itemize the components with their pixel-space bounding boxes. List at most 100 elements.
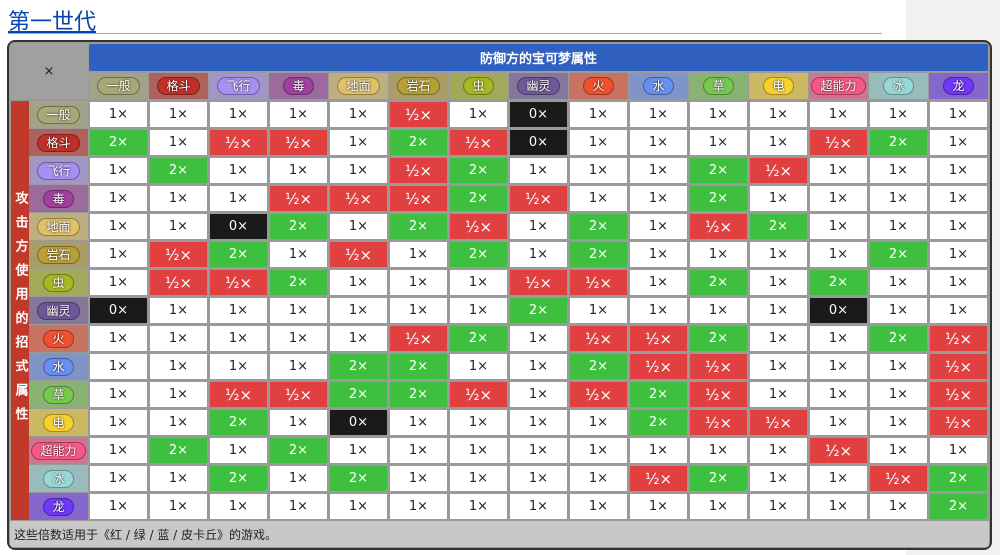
column-type: 冰 — [869, 73, 928, 99]
row-type: 毒 — [29, 185, 88, 212]
multiplier-cell: 2× — [509, 297, 568, 324]
row-type: 超能力 — [29, 437, 88, 464]
type-pill: 火 — [583, 77, 614, 95]
type-pill: 地面 — [37, 217, 80, 236]
multiplier-cell: 2× — [389, 129, 448, 156]
multiplier-cell: 1× — [569, 437, 628, 464]
type-pill: 水 — [643, 77, 674, 95]
multiplier-cell: 1× — [629, 101, 688, 128]
multiplier-cell: 1× — [89, 185, 148, 212]
multiplier-cell: 1× — [389, 465, 448, 492]
row-type: 地面 — [29, 213, 88, 240]
column-type: 龙 — [929, 73, 988, 99]
multiplier-cell: 1× — [509, 157, 568, 184]
multiplier-cell: 1× — [149, 381, 208, 408]
multiplier-cell: 1× — [269, 325, 328, 352]
type-chart: × 防御方的宝可梦属性 攻击方使用的招式属性 一般 一般 1× 1× 1× 1× 1× ½× 1× 0×… — [7, 40, 992, 550]
multiplier-cell: 2× — [269, 437, 328, 464]
multiplier-cell: 1× — [569, 157, 628, 184]
type-pill: 一般 — [37, 105, 80, 124]
type-pill: 超能力 — [811, 77, 866, 95]
multiplier-cell: 2× — [929, 465, 988, 492]
multiplier-cell: 1× — [869, 213, 928, 240]
multiplier-cell: 1× — [869, 381, 928, 408]
multiplier-cell: ½× — [569, 269, 628, 296]
column-type: 电 — [749, 73, 808, 99]
multiplier-cell: 1× — [749, 129, 808, 156]
multiplier-cell: 1× — [449, 269, 508, 296]
multiplier-cell: 1× — [809, 101, 868, 128]
multiplier-cell: 1× — [629, 129, 688, 156]
row-type: 电 — [29, 409, 88, 436]
column-type: 地面 — [329, 73, 388, 99]
multiplier-cell: 2× — [689, 185, 748, 212]
multiplier-cell: 1× — [569, 493, 628, 520]
multiplier-cell: 1× — [929, 269, 988, 296]
multiplier-cell: 1× — [749, 185, 808, 212]
multiplier-cell: 1× — [449, 101, 508, 128]
row-type: 火 — [29, 325, 88, 352]
column-type: 飞行 — [209, 73, 268, 99]
multiplier-cell: ½× — [209, 269, 268, 296]
multiplier-cell: 1× — [869, 269, 928, 296]
multiplier-cell: 1× — [449, 465, 508, 492]
multiplier-cell: 0× — [509, 129, 568, 156]
multiplier-cell: 1× — [509, 465, 568, 492]
multiplier-cell: ½× — [509, 269, 568, 296]
multiplier-cell: 1× — [809, 185, 868, 212]
multiplier-cell: 1× — [209, 353, 268, 380]
page-title[interactable]: 第一世代 — [8, 10, 97, 35]
multiplier-cell: 1× — [329, 325, 388, 352]
multiplier-cell: ½× — [629, 353, 688, 380]
multiplier-cell: 1× — [449, 297, 508, 324]
multiplier-cell: ½× — [809, 129, 868, 156]
multiplier-cell: ½× — [149, 269, 208, 296]
multiplier-cell: 2× — [209, 465, 268, 492]
multiplier-cell: 1× — [629, 437, 688, 464]
multiplier-cell: 2× — [89, 129, 148, 156]
multiplier-cell: 1× — [209, 325, 268, 352]
multiplier-cell: 1× — [149, 213, 208, 240]
multiplier-cell: 1× — [809, 241, 868, 268]
multiplier-cell: 1× — [269, 241, 328, 268]
multiplier-cell: 1× — [509, 381, 568, 408]
multiplier-cell: 1× — [929, 185, 988, 212]
multiplier-cell: 1× — [269, 157, 328, 184]
type-pill: 龙 — [943, 77, 974, 95]
multiplier-cell: 1× — [689, 297, 748, 324]
multiplier-cell: 2× — [689, 269, 748, 296]
type-pill: 飞行 — [37, 161, 80, 180]
multiplier-cell: 1× — [269, 101, 328, 128]
multiplier-cell: 1× — [269, 493, 328, 520]
type-pill: 岩石 — [397, 77, 440, 95]
multiplier-cell: ½× — [449, 129, 508, 156]
row-header: 攻击方使用的招式属性 — [11, 101, 29, 520]
row-type: 幽灵 — [29, 297, 88, 324]
type-pill: 电 — [43, 413, 74, 432]
multiplier-cell: 1× — [449, 409, 508, 436]
type-pill: 龙 — [43, 497, 74, 516]
row-type: 龙 — [29, 493, 88, 520]
multiplier-cell: 1× — [509, 493, 568, 520]
multiplier-cell: 1× — [89, 269, 148, 296]
multiplier-cell: ½× — [449, 381, 508, 408]
multiplier-cell: 1× — [509, 213, 568, 240]
type-pill: 毒 — [283, 77, 314, 95]
multiplier-cell: 2× — [869, 241, 928, 268]
multiplier-cell: 1× — [869, 297, 928, 324]
multiplier-cell: 1× — [629, 269, 688, 296]
multiplier-cell: 0× — [509, 101, 568, 128]
type-pill: 一般 — [97, 77, 140, 95]
column-header: 防御方的宝可梦属性 — [89, 44, 988, 71]
multiplier-cell: 1× — [569, 129, 628, 156]
multiplier-cell: 2× — [209, 409, 268, 436]
row-type: 一般 — [29, 101, 88, 128]
row-type: 岩石 — [29, 241, 88, 268]
type-pill: 岩石 — [37, 245, 80, 264]
multiplier-cell: 1× — [809, 409, 868, 436]
multiplier-cell: 0× — [89, 297, 148, 324]
multiplier-cell: 1× — [149, 185, 208, 212]
multiplier-cell: 2× — [449, 325, 508, 352]
multiplier-cell: 1× — [569, 101, 628, 128]
